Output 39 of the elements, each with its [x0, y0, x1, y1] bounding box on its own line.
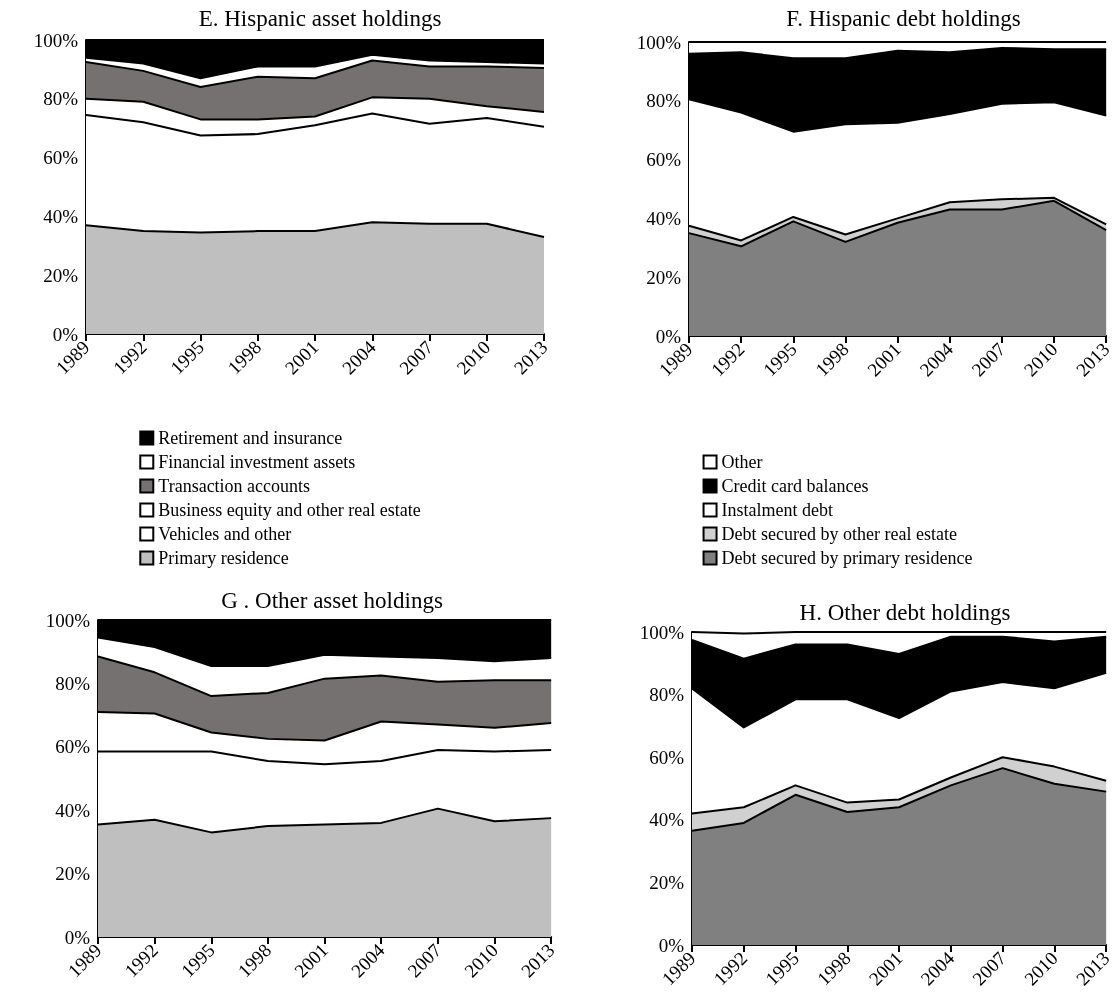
legend-label: Other	[721, 452, 763, 472]
y-tick-label: 40%	[55, 799, 91, 821]
y-tick-label: 40%	[649, 809, 685, 831]
legend-label: Debt secured by other real estate	[721, 524, 957, 544]
y-tick-label: 100%	[33, 29, 79, 51]
y-tick-label: 20%	[646, 266, 682, 288]
y-tick-label: 80%	[646, 90, 682, 112]
y-tick-label: 20%	[649, 871, 685, 893]
x-tick-label: 1992	[709, 947, 752, 990]
y-tick-label: 60%	[649, 746, 685, 768]
y-tick-label: 100%	[636, 31, 682, 53]
legend-label: Primary residence	[158, 548, 289, 568]
y-tick-label: 20%	[43, 264, 79, 286]
y-tick-label: 20%	[55, 863, 91, 885]
y-tick-label: 80%	[649, 684, 685, 706]
y-tick-label: 100%	[45, 609, 91, 631]
y-tick-label: 100%	[639, 621, 685, 643]
x-tick-label: 1992	[120, 939, 163, 982]
x-tick-label: 1992	[108, 336, 151, 379]
legend-label: Credit card balances	[721, 476, 869, 496]
legend-label: Debt secured by primary residence	[721, 548, 973, 568]
chart-title: F. Hispanic debt holdings	[786, 6, 1021, 31]
y-tick-label: 40%	[646, 207, 682, 229]
x-tick-label: 1992	[706, 338, 749, 381]
legend-label: Financial investment assets	[158, 452, 356, 472]
legend-label: Transaction accounts	[158, 476, 311, 496]
y-tick-label: 40%	[43, 205, 79, 227]
legend-label: Vehicles and other	[158, 524, 292, 544]
y-tick-label: 60%	[43, 147, 79, 169]
legend-label: Business equity and other real estate	[158, 500, 421, 520]
y-tick-label: 60%	[55, 736, 91, 758]
legend-label: Retirement and insurance	[158, 428, 343, 448]
chart-title: H. Other debt holdings	[799, 600, 1011, 625]
legend-label: Instalment debt	[721, 500, 834, 520]
y-tick-label: 60%	[646, 149, 682, 171]
chart-title: E. Hispanic asset holdings	[198, 6, 442, 31]
y-tick-label: 80%	[55, 672, 91, 694]
chart-title: G . Other asset holdings	[221, 588, 443, 613]
y-tick-label: 80%	[43, 88, 79, 110]
